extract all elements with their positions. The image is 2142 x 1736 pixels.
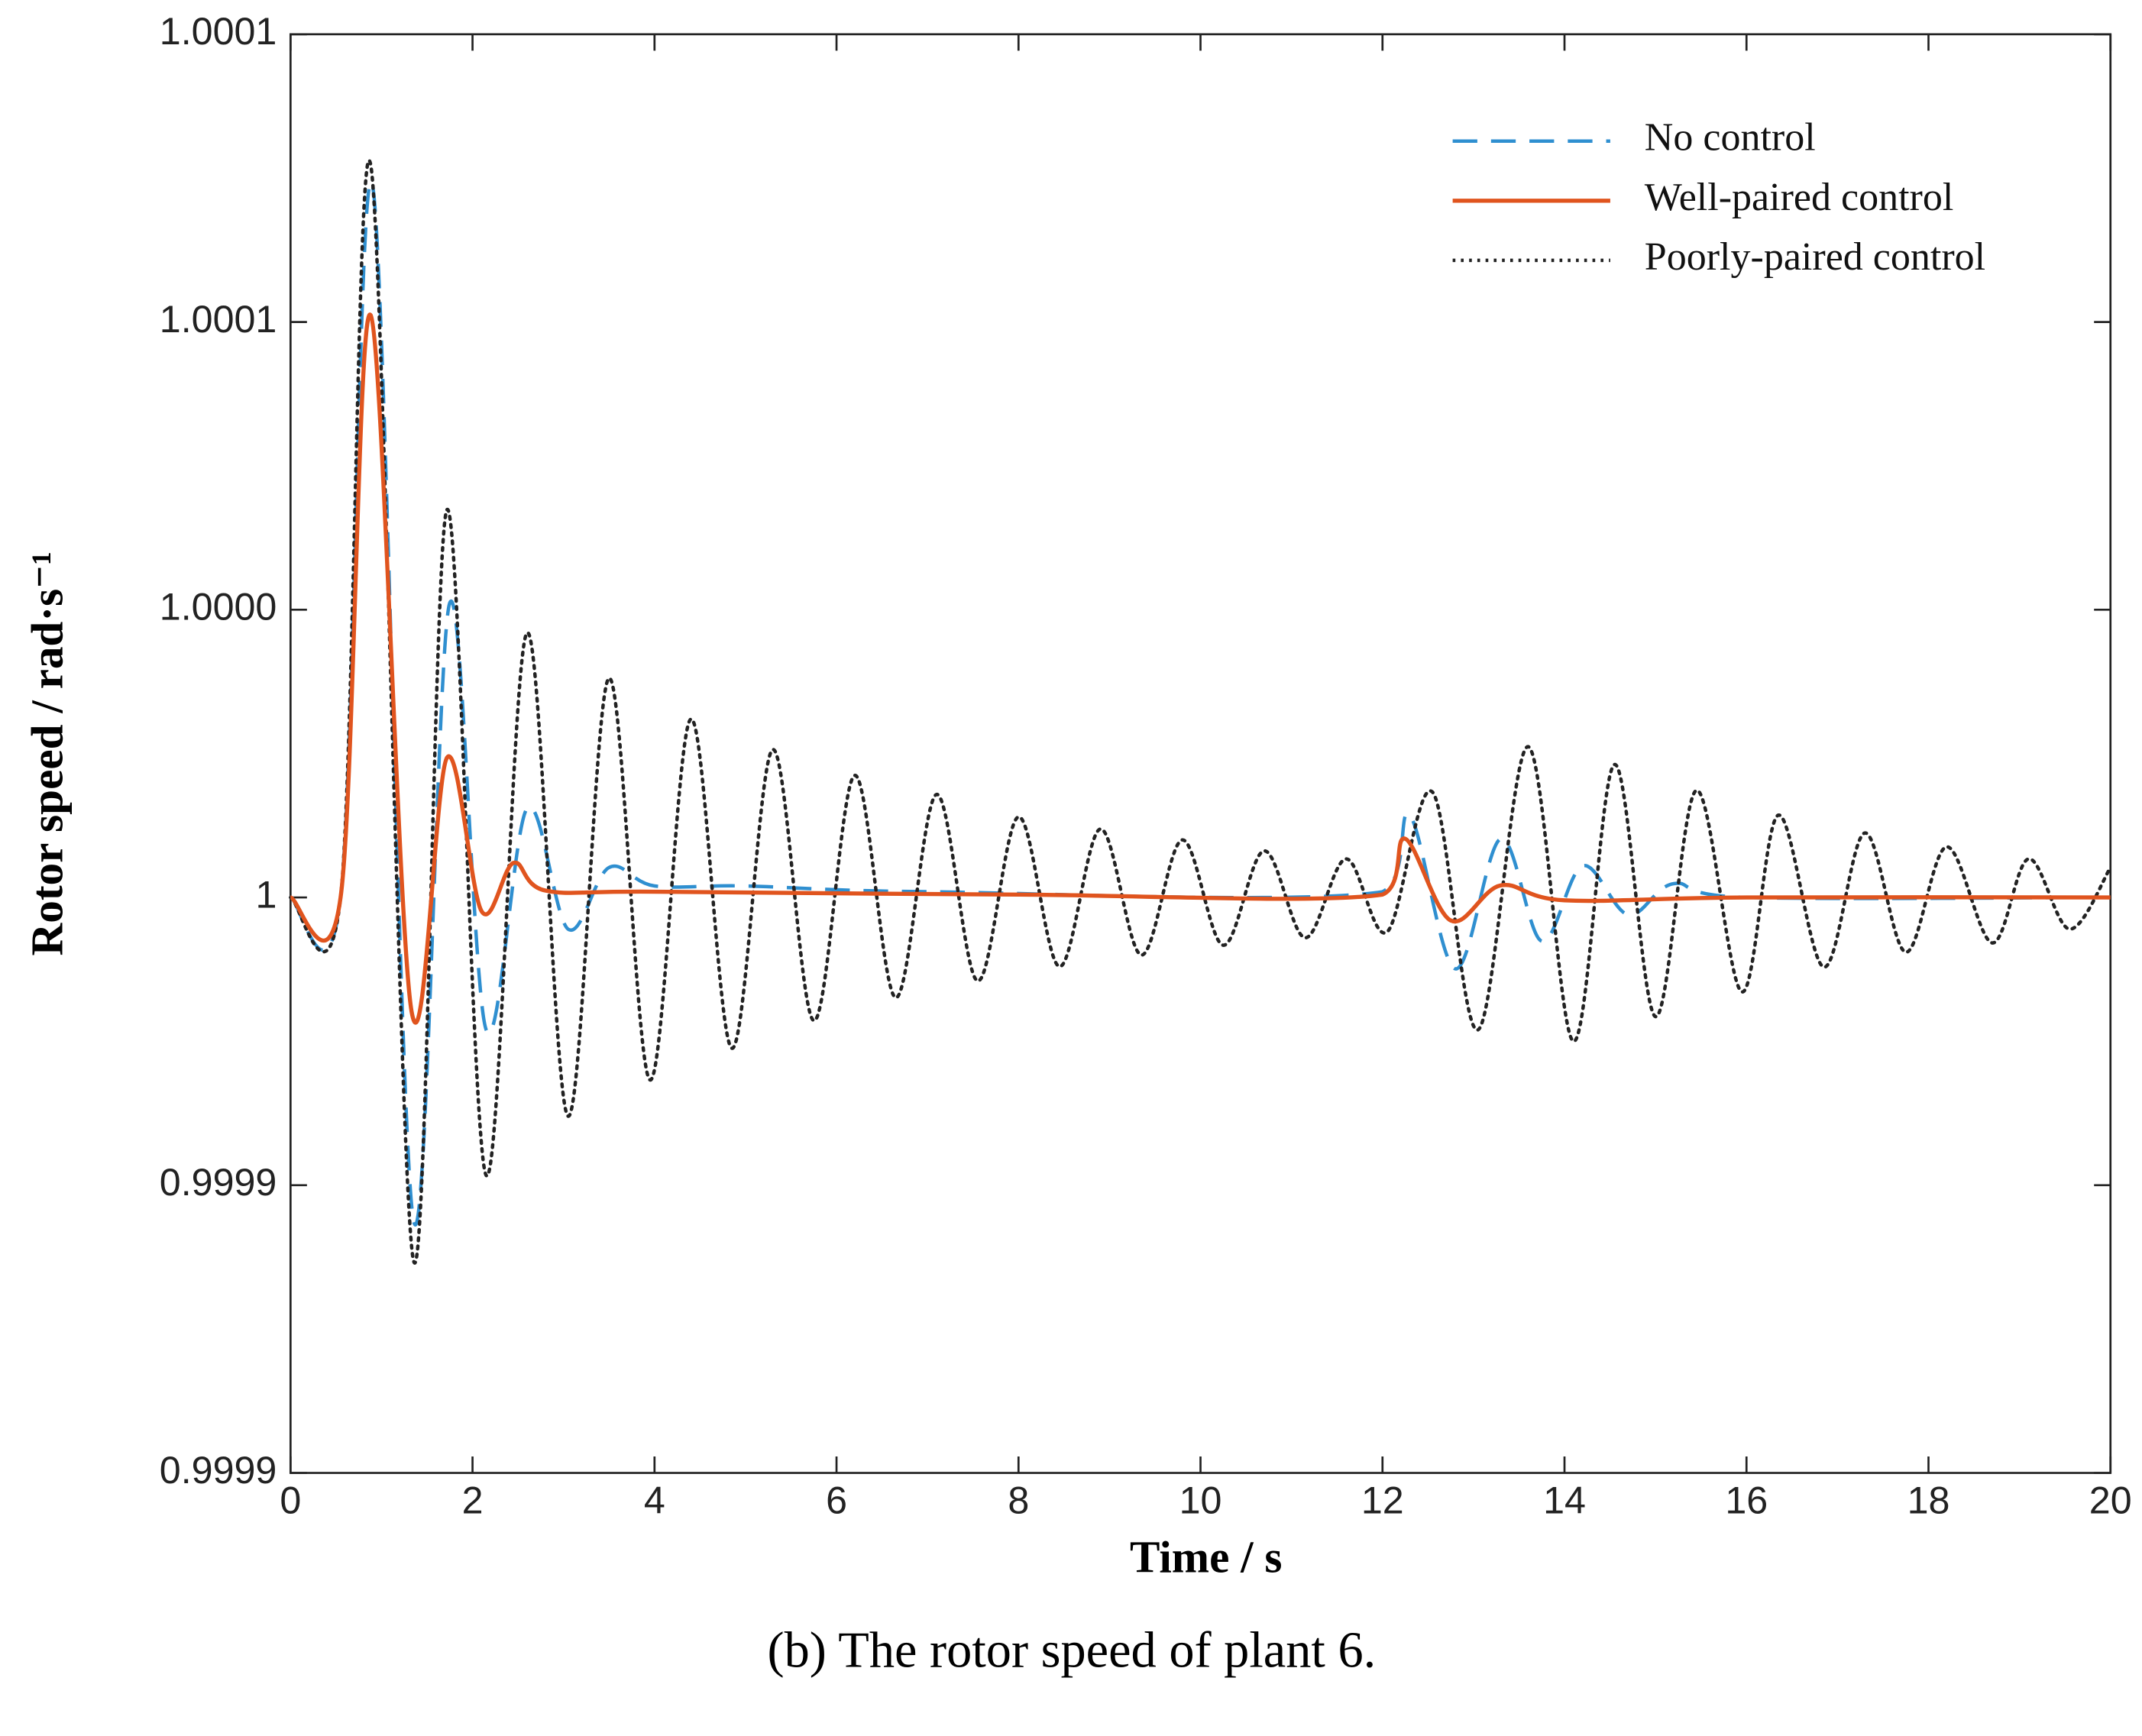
y-axis-label: Rotor speed / rad·s⁻¹ [22, 551, 73, 956]
x-tick-label: 10 [1179, 1479, 1222, 1521]
y-tick-label: 1.0000 [160, 586, 277, 629]
x-tick-label: 4 [644, 1479, 665, 1521]
series-line [290, 180, 2111, 1227]
plot-frame [289, 33, 2112, 1474]
x-tick-label: 0 [280, 1479, 301, 1521]
x-tick-label: 2 [462, 1479, 484, 1521]
y-tick-label: 0.9999 [160, 1161, 277, 1204]
series-line [289, 159, 2112, 1265]
x-tick-label: 14 [1543, 1479, 1586, 1521]
x-tick-label: 12 [1361, 1479, 1404, 1521]
x-axis-label: Time / s [1130, 1532, 1283, 1582]
x-tick-label: 18 [1907, 1479, 1950, 1521]
x-tick-label: 16 [1725, 1479, 1768, 1521]
y-tick-label: 1.0001 [160, 10, 277, 53]
series-line [290, 312, 2111, 1025]
x-tick-label: 6 [826, 1479, 847, 1521]
y-tick-label: 1 [255, 873, 277, 916]
legend-label: Well-paired control [1645, 176, 1954, 219]
x-tick-label: 8 [1008, 1479, 1029, 1521]
caption: (b) The rotor speed of plant 6. [768, 1622, 1377, 1678]
legend-label: No control [1645, 116, 1816, 160]
y-tick-label: 1.0001 [160, 298, 277, 341]
x-tick-label: 20 [2089, 1479, 2132, 1521]
legend-label: Poorly-paired control [1645, 235, 1985, 279]
y-tick-label: 0.9999 [160, 1449, 277, 1492]
